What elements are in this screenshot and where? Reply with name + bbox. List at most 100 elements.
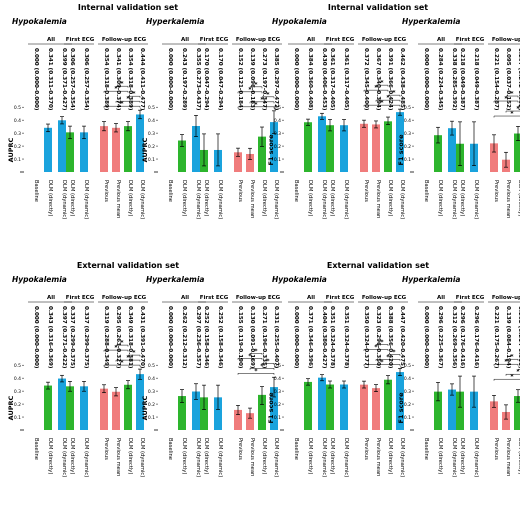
data-label: 0.152 (0.121-0.184)	[237, 48, 243, 111]
bar	[58, 120, 66, 172]
data-label: 0.252 (0.158-0.346)	[217, 306, 223, 369]
significance-bracket	[115, 359, 141, 362]
significance-star: *	[266, 358, 270, 365]
significance-star: *	[120, 101, 124, 108]
x-tick-label: Previous mean	[115, 438, 121, 476]
significance-star: *	[374, 344, 378, 351]
x-tick-label: DLM (directly)	[47, 180, 53, 216]
chart-title: External validation set	[327, 261, 429, 270]
significance-bracket	[115, 344, 129, 347]
bar	[58, 378, 66, 430]
x-tick-label: DLM (directly)	[181, 438, 187, 474]
x-tick-label: DLM (dynamic)	[451, 180, 457, 219]
data-label: 0.295 (0.263-0.327)	[115, 306, 121, 369]
data-label: 0.273 (0.197-0.347)	[261, 48, 267, 111]
y-axis-label: AUPRC	[141, 137, 149, 162]
x-tick-label: DLM (directly)	[459, 438, 465, 474]
significance-star: *	[114, 86, 118, 93]
x-tick-label: Previous mean	[505, 180, 511, 218]
x-tick-label: Previous mean	[115, 180, 121, 218]
bar	[456, 391, 464, 430]
bar	[100, 388, 108, 430]
x-tick-label: DLM (directly)	[387, 438, 393, 474]
significance-bracket	[115, 85, 129, 88]
x-tick-label: Baseline	[33, 438, 39, 460]
bar	[214, 397, 222, 430]
bar	[514, 396, 520, 430]
data-label: 0.337 (0.299-0.375)	[69, 306, 75, 369]
y-tick-label: 0.1	[274, 415, 281, 421]
x-tick-label: DLM (directly)	[329, 180, 335, 216]
x-tick-label: Baseline	[33, 180, 39, 202]
y-tick-label: 0.3	[148, 131, 155, 137]
y-axis-label: AUPRC	[141, 395, 149, 420]
significance-star: *	[510, 91, 514, 98]
bar	[112, 391, 120, 430]
group-header: Follow-up ECG	[236, 37, 281, 43]
data-label: 0.404 (0.380-0.427)	[321, 306, 327, 369]
significance-bracket	[505, 373, 520, 376]
x-tick-label: Baseline	[167, 180, 173, 202]
bar	[192, 391, 200, 430]
significance-bracket	[387, 354, 401, 356]
group-header: Follow-up ECG	[362, 37, 407, 43]
y-tick-label: 0.5	[14, 363, 21, 369]
significance-bracket	[261, 363, 275, 365]
significance-star: *	[380, 339, 384, 346]
x-tick-label: DLM (directly)	[203, 438, 209, 474]
x-tick-label: DLM (directly)	[517, 438, 520, 474]
significance-star: *	[120, 340, 124, 347]
data-label: 0.447 (0.420-0.475)	[399, 306, 405, 369]
chart-subtitle: Hyperkalemia	[402, 275, 460, 284]
significance-bracket	[375, 344, 389, 346]
significance-star: *	[510, 354, 514, 361]
significance-star: *	[126, 96, 130, 103]
significance-bracket	[505, 358, 519, 361]
group-header: First ECG	[326, 37, 355, 43]
significance-bracket	[363, 89, 389, 92]
y-tick-label: 0.3	[14, 389, 21, 395]
x-tick-label: Baseline	[167, 438, 173, 460]
chart-title: Internal validation set	[78, 3, 178, 12]
significance-bracket	[237, 358, 263, 360]
x-tick-label: DLM (dynamic)	[473, 180, 479, 219]
data-label: 0.218 (0.049-0.387)	[459, 48, 465, 111]
x-tick-label: DLM (dynamic)	[273, 180, 279, 219]
significance-star: *	[254, 81, 258, 88]
data-label: 0.306 (0.257-0.354)	[83, 48, 89, 111]
significance-bracket	[249, 86, 263, 89]
x-tick-label: DLM (dynamic)	[321, 438, 327, 477]
x-tick-label: DLM (directly)	[387, 180, 393, 216]
y-axis-label: F1 score	[397, 134, 405, 166]
significance-star: *	[120, 360, 124, 367]
x-tick-label: Previous mean	[505, 438, 511, 476]
y-tick-label: 0.1	[274, 157, 281, 163]
x-tick-label: DLM (dynamic)	[321, 180, 327, 219]
x-tick-label: DLM (directly)	[517, 180, 520, 216]
y-tick-label: 0.5	[274, 363, 281, 369]
y-tick-label: 0.3	[274, 389, 281, 395]
significance-bracket	[249, 101, 275, 104]
bar	[372, 388, 380, 430]
significance-star: *	[510, 374, 514, 381]
data-label: 0.367 (0.340-0.394)	[375, 48, 381, 111]
data-label: 0.341 (0.309-0.374)	[115, 48, 121, 111]
x-tick-label: DLM (directly)	[181, 180, 187, 216]
significance-star: *	[504, 96, 508, 103]
chart-subtitle: Hypokalemia	[272, 275, 327, 284]
x-tick-label: DLM (dynamic)	[343, 180, 349, 219]
significance-bracket	[103, 90, 129, 93]
bar	[340, 125, 348, 172]
data-label: 0.319 (0.288-0.349)	[103, 306, 109, 369]
significance-star: *	[380, 80, 384, 87]
significance-bracket	[505, 110, 520, 113]
y-tick-label: 0.4	[274, 118, 281, 124]
significance-star: *	[254, 368, 258, 375]
x-tick-label: DLM (dynamic)	[83, 180, 89, 219]
data-label: 0.312 (0.269-0.356)	[451, 306, 457, 369]
data-label: 0.361 (0.317-0.405)	[343, 48, 349, 111]
bar	[434, 135, 442, 172]
significance-bracket	[237, 91, 263, 94]
data-label: 0.350 (0.324-0.377)	[363, 306, 369, 369]
